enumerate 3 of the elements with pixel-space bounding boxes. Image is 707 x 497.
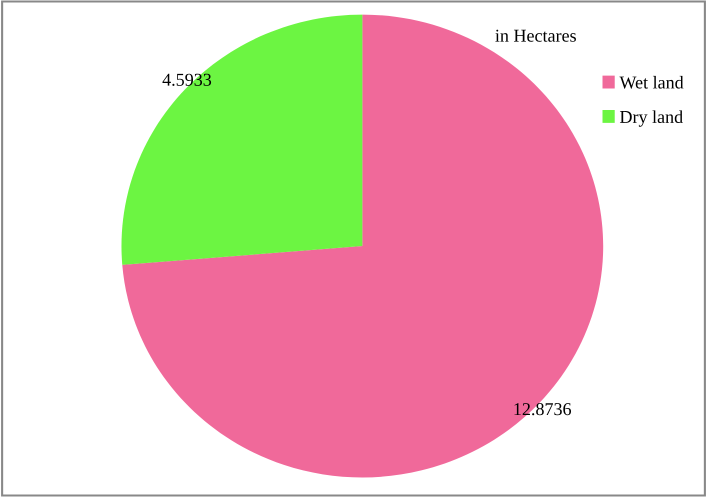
legend-label: Dry land (620, 110, 683, 127)
legend-label: Wet land (619, 76, 684, 89)
text: in Hectares (495, 30, 576, 42)
